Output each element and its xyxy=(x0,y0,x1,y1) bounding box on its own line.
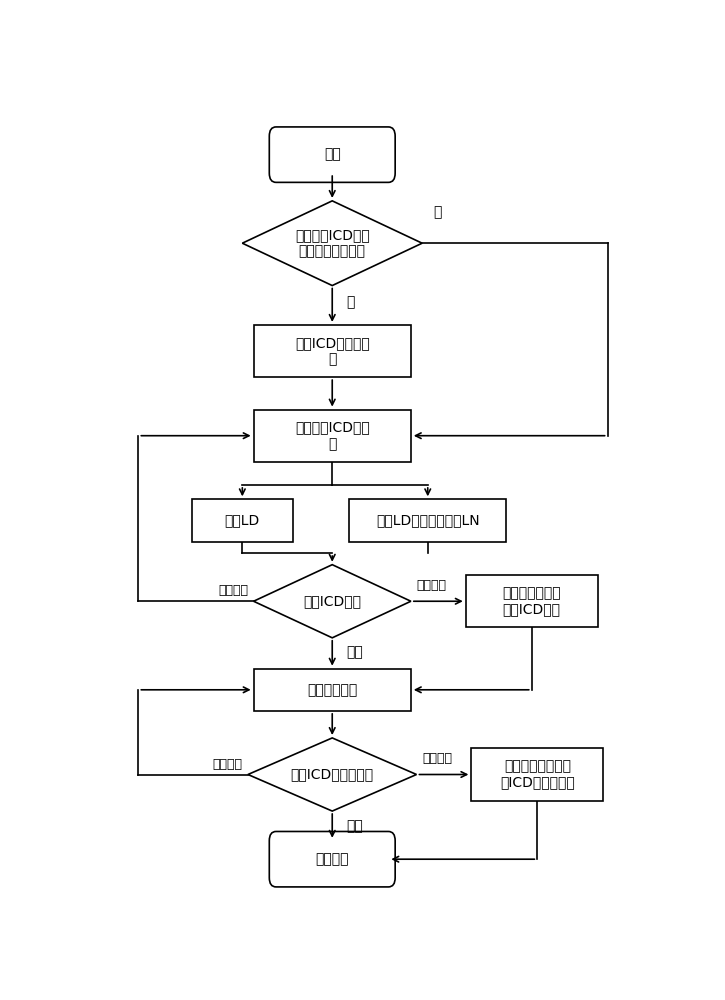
Text: 生成映射文件: 生成映射文件 xyxy=(307,683,357,697)
Text: 开始生成ICD等文
件: 开始生成ICD等文 件 xyxy=(295,421,370,451)
Polygon shape xyxy=(242,201,422,286)
Text: 一次失败: 一次失败 xyxy=(218,584,248,597)
Text: 确定LD: 确定LD xyxy=(225,513,260,527)
Text: 启动程序: 启动程序 xyxy=(315,852,349,866)
Polygon shape xyxy=(254,565,411,638)
Text: 二次失败: 二次失败 xyxy=(416,579,447,592)
Text: 生成ICD文件: 生成ICD文件 xyxy=(303,594,361,608)
Text: 备份ICD、映射文
件: 备份ICD、映射文 件 xyxy=(295,336,370,366)
Text: 开始: 开始 xyxy=(324,148,341,162)
Bar xyxy=(254,325,411,377)
Polygon shape xyxy=(248,738,416,811)
FancyBboxPatch shape xyxy=(269,831,395,887)
Text: 提供默认ICD文件
配置是否发生变化: 提供默认ICD文件 配置是否发生变化 xyxy=(295,228,370,258)
Text: 二次失败: 二次失败 xyxy=(422,752,452,765)
Bar xyxy=(191,499,293,542)
Text: 成功: 成功 xyxy=(347,646,363,660)
Bar xyxy=(254,410,411,462)
FancyBboxPatch shape xyxy=(269,127,395,182)
Text: 成功: 成功 xyxy=(347,819,363,833)
Bar xyxy=(254,669,411,711)
Text: 校验ICD、映射文件: 校验ICD、映射文件 xyxy=(291,768,374,782)
Bar xyxy=(465,575,597,627)
Text: 使用程序提供的默
认ICD、映射文件: 使用程序提供的默 认ICD、映射文件 xyxy=(500,759,575,790)
Text: 一次失败: 一次失败 xyxy=(212,758,242,771)
Text: 是: 是 xyxy=(347,295,355,309)
Bar xyxy=(471,748,603,801)
Text: 否: 否 xyxy=(434,205,442,219)
Bar xyxy=(349,499,506,542)
Text: 确定LD带的逻辑节点LN: 确定LD带的逻辑节点LN xyxy=(376,513,479,527)
Text: 使用程序提供的
默认ICD文件: 使用程序提供的 默认ICD文件 xyxy=(502,586,561,616)
